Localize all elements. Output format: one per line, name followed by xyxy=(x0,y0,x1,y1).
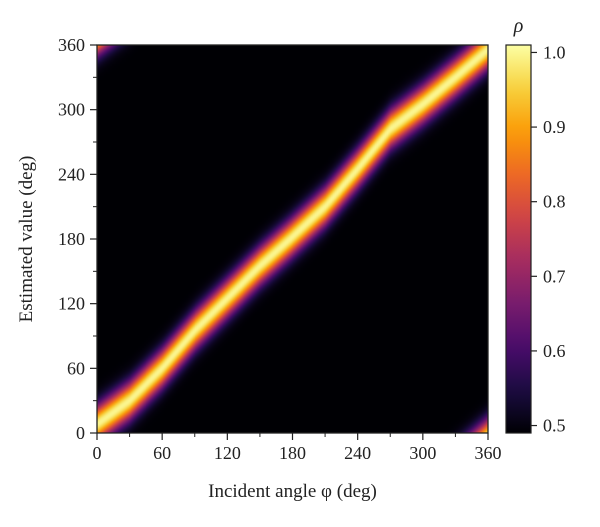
x-axis-label: Incident angle φ (deg) xyxy=(208,481,377,502)
colorbar-tick-label: 0.8 xyxy=(543,192,566,212)
x-tick-label: 0 xyxy=(93,443,102,463)
x-tick-label: 120 xyxy=(214,443,241,463)
y-tick-label: 60 xyxy=(67,358,85,378)
heatmap-image xyxy=(97,45,488,433)
y-tick-label: 0 xyxy=(76,423,85,443)
y-tick-label: 180 xyxy=(58,229,85,249)
colorbar-tick-label: 0.9 xyxy=(543,117,566,137)
plot-area xyxy=(97,45,488,433)
x-tick-label: 300 xyxy=(409,443,436,463)
colorbar-tick-label: 0.6 xyxy=(543,341,566,361)
x-tick-label: 60 xyxy=(153,443,171,463)
x-tick-label: 240 xyxy=(344,443,371,463)
colorbar-label: ρ xyxy=(513,15,524,37)
y-axis-label: Estimated value (deg) xyxy=(16,156,37,323)
x-tick-label: 360 xyxy=(475,443,502,463)
y-tick-label: 120 xyxy=(58,294,85,314)
colorbar-tick-label: 0.5 xyxy=(543,416,566,436)
colorbar-tick-label: 0.7 xyxy=(543,266,566,286)
colorbar-bar xyxy=(505,44,532,434)
colorbar: 0.5 0.6 0.7 0.8 0.9 1.0 xyxy=(505,42,566,436)
x-tick-label: 180 xyxy=(279,443,306,463)
colorbar-tick-label: 1.0 xyxy=(543,42,566,62)
axes: 0 60 120 180 240 300 360 0 60 120 180 240 300 360 xyxy=(58,35,502,463)
y-tick-label: 240 xyxy=(58,164,85,184)
y-tick-label: 360 xyxy=(58,35,85,55)
y-tick-label: 300 xyxy=(58,100,85,120)
